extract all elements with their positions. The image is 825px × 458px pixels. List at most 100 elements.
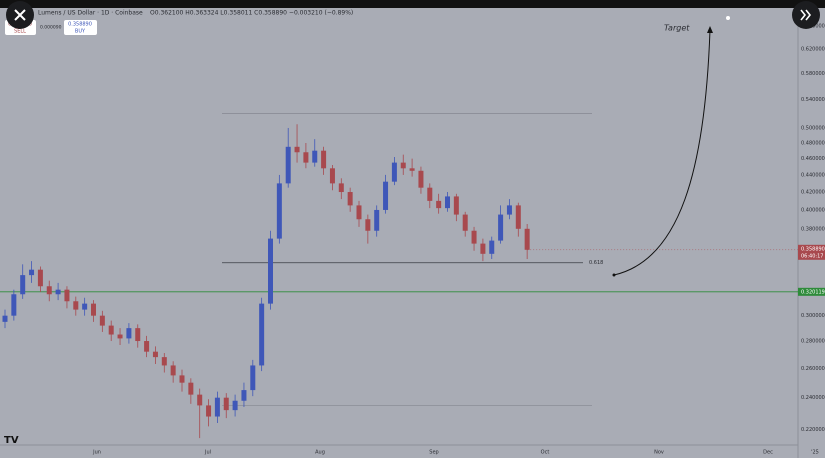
candle-body [20,275,26,295]
candle-body [524,228,530,250]
candle-body [427,187,433,201]
x-tick-label: Aug [315,450,325,456]
top-bar [0,0,825,8]
candle-body [73,301,79,310]
buy-label: BUY [75,29,86,35]
candle-body [268,238,273,304]
candle-body [214,397,220,417]
candle-body [462,214,468,231]
candle-body [29,269,35,276]
candle-body [436,200,442,209]
y-tick-label: 0.580000 [801,71,825,77]
y-tick-label: 0.380000 [801,226,825,232]
candle-body [312,150,318,163]
candle-body [232,400,238,411]
candle-body [276,183,282,239]
candle-body [117,334,123,339]
candle-body [91,303,96,316]
candle-body [250,365,256,391]
y-tick-label: 0.460000 [801,156,825,162]
candle-body [152,351,158,358]
y-tick-label: 0.400000 [801,207,825,213]
candle-body [188,382,194,395]
y-tick-label: 0.440000 [801,172,825,178]
candle-body [259,303,265,366]
candle-body [2,315,8,322]
candle-body [445,196,450,209]
y-tick-label: 0.280000 [801,339,825,345]
candle-body [365,219,371,231]
support-tag-label: 0.320119 [801,289,825,295]
x-tick-label: '25 [811,450,819,456]
x-tick-label: Oct [541,450,550,456]
candle-body [11,294,17,316]
candle-body [329,168,335,184]
candle-body [108,325,114,335]
candle-body [55,289,61,295]
last-price-tag [798,244,825,260]
candle-body [179,375,185,383]
candle-body [206,405,212,417]
candle-body [356,205,362,220]
candle-body [471,230,477,244]
candle-body [383,181,389,210]
candle-body [480,243,486,254]
y-tick-label: 0.240000 [801,395,825,401]
y-tick-label: 0.420000 [801,190,825,196]
candle-body [374,209,380,231]
y-tick-label: 0.220000 [801,427,825,433]
countdown: 06:40:17 [801,253,823,259]
candle-body [303,152,309,163]
candle-body [506,205,512,215]
x-tick-label: Nov [654,450,664,456]
candle-body [197,394,203,406]
candle-body [223,397,229,411]
target-curve [613,29,711,276]
tv-logo: TV [4,435,19,446]
x-tick-label: Sep [429,450,438,456]
next-icon [800,9,812,21]
candle-body [347,192,353,206]
x-tick-label: Jun [92,450,101,456]
candle-body [321,150,327,169]
candle-body [144,341,150,352]
candle-body [161,357,167,366]
candle-body [338,183,344,193]
candle-body [418,170,424,188]
spread: 0.000090 [40,25,62,31]
candle-body [400,162,406,169]
candle-body [64,289,70,302]
candle-body [170,365,176,376]
candle-body [241,390,247,401]
candle-body [409,168,415,171]
buy-price: 0.358890 [68,22,92,28]
candle-body [135,328,141,342]
candle-body [82,303,88,310]
fib-label: 0.618 [589,260,603,266]
y-tick-label: 0.620000 [801,46,825,52]
last-price-label: 0.358890 [801,246,825,252]
curve-arrow [707,26,713,33]
candle-body [99,315,105,326]
x-tick-label: Dec [763,450,773,456]
y-tick-label: 0.540000 [801,97,825,103]
x-tick-label: Jul [204,450,211,456]
sell-label: SELL [14,29,26,35]
candle-body [126,328,132,339]
dot [726,16,730,20]
y-tick-label: 0.300000 [801,313,825,319]
candle-body [46,286,52,295]
support-tag [798,287,825,296]
candle-body [285,146,291,184]
target-label: Target [664,24,690,33]
candle-body [515,205,521,229]
candle-body [489,240,495,254]
buy-button[interactable] [64,20,97,35]
chart-title: Lumens / US Dollar · 1D · Coinbase [38,10,143,17]
candle-body [37,269,43,287]
close-icon [14,9,26,21]
y-tick-label: 0.480000 [801,140,825,146]
candle-body [498,214,504,241]
